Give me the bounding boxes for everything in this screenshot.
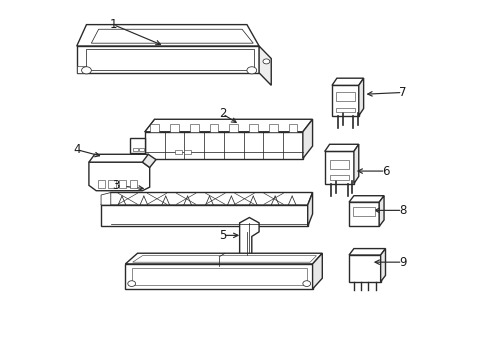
Polygon shape [331, 78, 363, 85]
Circle shape [263, 59, 269, 64]
Polygon shape [307, 193, 312, 226]
Polygon shape [125, 264, 312, 289]
Polygon shape [259, 46, 271, 85]
Text: 7: 7 [398, 86, 406, 99]
Polygon shape [348, 255, 380, 282]
Polygon shape [144, 119, 312, 132]
Bar [352, 207, 374, 216]
Polygon shape [91, 29, 253, 43]
Bar [329, 175, 348, 180]
Polygon shape [101, 193, 111, 205]
Polygon shape [324, 144, 358, 152]
Circle shape [127, 281, 135, 287]
Bar [209, 123, 218, 132]
Polygon shape [348, 196, 383, 202]
Polygon shape [378, 196, 383, 226]
Polygon shape [348, 202, 378, 226]
Text: 4: 4 [73, 143, 81, 156]
Text: 6: 6 [381, 165, 388, 177]
Bar [150, 123, 159, 132]
Bar [129, 180, 137, 188]
Polygon shape [144, 132, 302, 158]
Polygon shape [77, 66, 86, 73]
Polygon shape [302, 119, 312, 158]
Polygon shape [77, 46, 259, 73]
Circle shape [302, 281, 310, 287]
Bar [132, 148, 137, 152]
Polygon shape [353, 144, 358, 184]
Polygon shape [132, 256, 316, 262]
Polygon shape [142, 154, 156, 167]
Text: 2: 2 [219, 107, 226, 120]
Polygon shape [239, 217, 259, 257]
Polygon shape [324, 152, 353, 184]
Bar [335, 93, 354, 102]
Bar [268, 123, 277, 132]
Polygon shape [130, 138, 144, 153]
Bar [248, 123, 257, 132]
Polygon shape [125, 253, 322, 264]
Bar [98, 180, 105, 188]
Text: 9: 9 [398, 256, 406, 269]
Circle shape [246, 67, 256, 74]
Bar [119, 180, 126, 188]
Bar [175, 150, 182, 154]
Polygon shape [89, 154, 149, 162]
Polygon shape [86, 49, 254, 70]
Polygon shape [77, 24, 259, 46]
Polygon shape [101, 193, 312, 205]
Bar [335, 108, 354, 112]
Bar [170, 123, 179, 132]
Bar [288, 123, 297, 132]
Text: 1: 1 [109, 18, 117, 31]
Text: 3: 3 [112, 179, 119, 192]
Text: 8: 8 [398, 204, 406, 217]
Bar [108, 180, 116, 188]
Polygon shape [101, 205, 307, 226]
Polygon shape [358, 78, 363, 116]
Polygon shape [380, 249, 385, 282]
Bar [189, 123, 198, 132]
Bar [139, 148, 143, 152]
Bar [329, 159, 348, 168]
Polygon shape [348, 249, 385, 255]
Polygon shape [312, 253, 322, 289]
Bar [184, 150, 190, 154]
Polygon shape [89, 162, 149, 191]
Bar [131, 267, 306, 285]
Polygon shape [331, 85, 358, 116]
Circle shape [81, 67, 91, 74]
Text: 5: 5 [219, 229, 226, 242]
Bar [229, 123, 238, 132]
